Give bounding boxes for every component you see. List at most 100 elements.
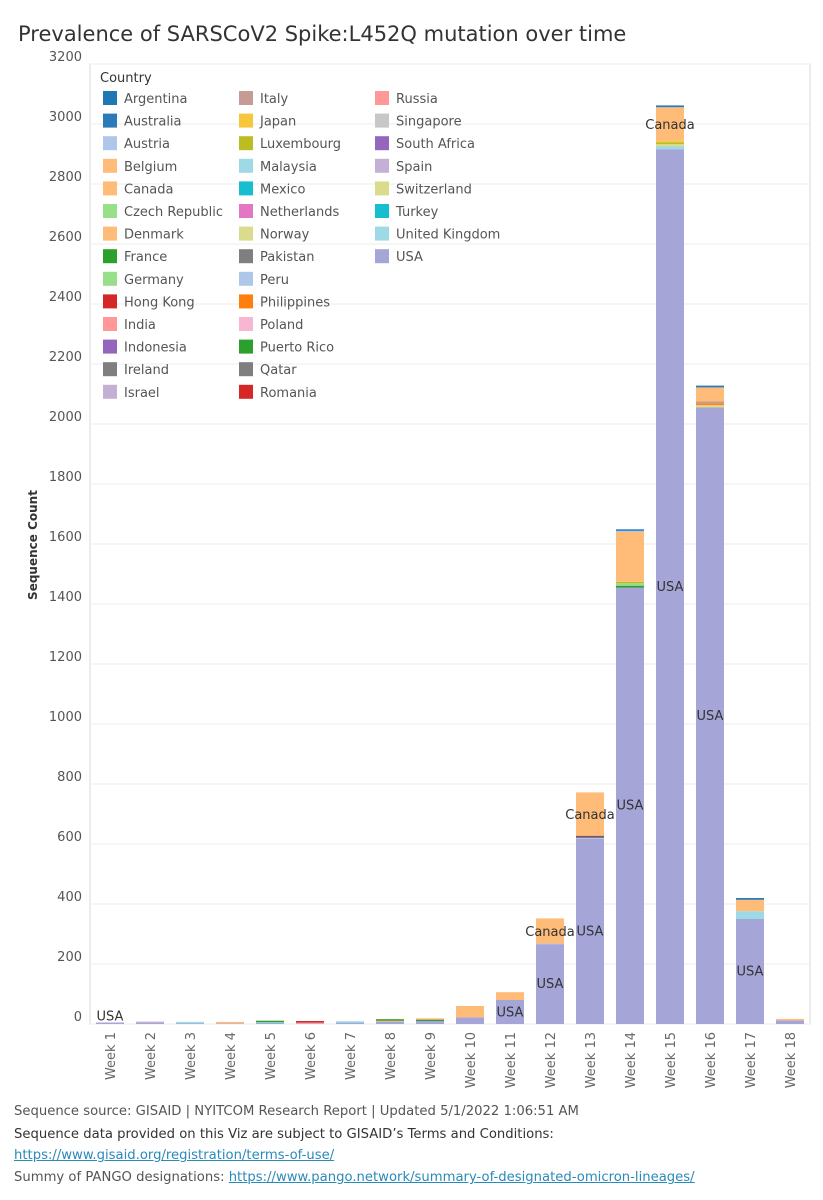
bar-segment-canada[interactable]	[216, 1021, 244, 1024]
bar-segment-usa[interactable]	[736, 919, 764, 1024]
legend-item-spain[interactable]: Spain	[375, 158, 432, 175]
bar-week-18[interactable]	[776, 1018, 804, 1024]
bar-segment-australia[interactable]	[656, 105, 684, 108]
bar-week-16[interactable]	[696, 385, 724, 1025]
bar-segment-argentina[interactable]	[576, 835, 604, 837]
bar-segment-australia[interactable]	[616, 529, 644, 531]
bar-segment-canada[interactable]	[776, 1018, 804, 1021]
bar-week-4[interactable]	[216, 1021, 244, 1024]
bar-segment-usa[interactable]	[96, 1022, 124, 1025]
legend-item-south-africa[interactable]: South Africa	[375, 136, 475, 152]
bar-week-6[interactable]	[296, 1021, 324, 1024]
legend-item-france[interactable]: France	[103, 249, 167, 265]
legend-item-hong-kong[interactable]: Hong Kong	[103, 294, 195, 310]
bar-segment-switzerland[interactable]	[696, 405, 724, 408]
legend-item-qatar[interactable]: Qatar	[239, 362, 297, 378]
bar-segment-hong-kong[interactable]	[296, 1021, 324, 1023]
bar-segment-usa[interactable]	[336, 1022, 364, 1025]
bar-week-9[interactable]	[416, 1018, 444, 1024]
legend-item-austria[interactable]: Austria	[103, 136, 170, 152]
legend-item-japan[interactable]: Japan	[239, 113, 296, 130]
bar-segment-france[interactable]	[416, 1019, 444, 1022]
legend-item-czech-republic[interactable]: Czech Republic	[103, 204, 223, 220]
legend-item-united-kingdom[interactable]: United Kingdom	[375, 226, 500, 243]
bar-segment-denmark[interactable]	[376, 1020, 404, 1022]
bar-segment-spain[interactable]	[136, 1021, 164, 1024]
bar-segment-united-kingdom[interactable]	[336, 1021, 364, 1023]
legend-item-poland[interactable]: Poland	[239, 317, 303, 333]
legend-item-norway[interactable]: Norway	[239, 226, 310, 243]
bar-segment-india[interactable]	[296, 1021, 324, 1024]
terms-link[interactable]: https://www.gisaid.org/registration/term…	[14, 1148, 335, 1163]
bar-segment-usa[interactable]	[416, 1021, 444, 1024]
legend-item-mexico[interactable]: Mexico	[239, 181, 305, 197]
bar-segment-usa[interactable]	[376, 1021, 404, 1024]
bar-week-1[interactable]	[96, 1022, 124, 1025]
legend[interactable]: Country Argentina Australia Austria Belgium C…	[100, 71, 500, 401]
bar-segment-usa[interactable]	[776, 1020, 804, 1024]
bar-segment-united-kingdom[interactable]	[736, 911, 764, 919]
bar-segment-canada[interactable]	[696, 387, 724, 402]
bar-segment-usa[interactable]	[696, 407, 724, 1025]
legend-item-usa[interactable]: USA	[375, 249, 423, 265]
bar-segment-france[interactable]	[376, 1019, 404, 1021]
bar-week-3[interactable]	[176, 1021, 204, 1024]
bar-week-12[interactable]	[536, 918, 564, 1024]
bar-segment-philippines[interactable]	[696, 403, 724, 406]
bar-segment-usa[interactable]	[616, 587, 644, 1025]
bar-segment-luxembourg[interactable]	[656, 142, 684, 145]
legend-item-singapore[interactable]: Singapore	[375, 113, 462, 130]
bar-segment-austria[interactable]	[616, 530, 644, 533]
bar-segment-france[interactable]	[256, 1020, 284, 1023]
legend-item-turkey[interactable]: Turkey	[375, 204, 439, 220]
legend-item-malaysia[interactable]: Malaysia	[239, 158, 317, 175]
bar-segment-belgium[interactable]	[416, 1018, 444, 1020]
bar-week-7[interactable]	[336, 1021, 364, 1024]
bar-segment-usa[interactable]	[536, 944, 564, 1025]
bar-segment-czech-republic[interactable]	[616, 583, 644, 586]
legend-item-puerto-rico[interactable]: Puerto Rico	[239, 339, 334, 356]
legend-item-netherlands[interactable]: Netherlands	[239, 204, 339, 220]
legend-item-india[interactable]: India	[103, 317, 156, 333]
bar-segment-switzerland[interactable]	[656, 144, 684, 147]
legend-item-denmark[interactable]: Denmark	[103, 226, 184, 243]
legend-item-romania[interactable]: Romania	[239, 384, 317, 401]
bar-segment-united-kingdom[interactable]	[576, 837, 604, 839]
bar-segment-luxembourg[interactable]	[616, 581, 644, 584]
legend-item-philippines[interactable]: Philippines	[239, 294, 330, 310]
legend-item-belgium[interactable]: Belgium	[103, 158, 177, 175]
bar-week-8[interactable]	[376, 1019, 404, 1024]
bar-segment-usa[interactable]	[256, 1022, 284, 1025]
legend-item-russia[interactable]: Russia	[375, 91, 438, 107]
bar-segment-france[interactable]	[616, 585, 644, 588]
bar-segment-usa[interactable]	[656, 149, 684, 1025]
bar-segment-canada[interactable]	[576, 792, 604, 836]
bar-segment-united-kingdom[interactable]	[256, 1021, 284, 1024]
bar-segment-united-kingdom[interactable]	[656, 146, 684, 150]
legend-item-italy[interactable]: Italy	[239, 91, 289, 107]
bar-segment-canada[interactable]	[616, 532, 644, 582]
legend-item-australia[interactable]: Australia	[103, 113, 182, 130]
legend-item-pakistan[interactable]: Pakistan	[239, 249, 314, 265]
bar-segment-canada[interactable]	[536, 918, 564, 944]
bar-week-5[interactable]	[256, 1020, 284, 1025]
bar-segment-usa[interactable]	[496, 1000, 524, 1024]
bar-segment-canada[interactable]	[496, 992, 524, 1000]
bar-segment-austria[interactable]	[536, 943, 564, 945]
bar-segment-usa[interactable]	[456, 1017, 484, 1024]
legend-item-luxembourg[interactable]: Luxembourg	[239, 136, 341, 152]
bar-segment-canada[interactable]	[736, 899, 764, 912]
bar-week-11[interactable]	[496, 992, 524, 1024]
legend-item-peru[interactable]: Peru	[239, 271, 289, 288]
legend-item-canada[interactable]: Canada	[103, 181, 173, 197]
pango-link[interactable]: https://www.pango.network/summary-of-des…	[228, 1170, 695, 1185]
bar-segment-usa[interactable]	[136, 1022, 164, 1025]
bar-segment-australia[interactable]	[736, 898, 764, 900]
legend-item-switzerland[interactable]: Switzerland	[375, 181, 472, 197]
legend-item-germany[interactable]: Germany	[103, 271, 184, 288]
legend-item-argentina[interactable]: Argentina	[103, 91, 187, 107]
bar-segment-canada[interactable]	[656, 107, 684, 141]
bar-week-14[interactable]	[616, 529, 644, 1024]
legend-item-israel[interactable]: Israel	[103, 384, 160, 401]
bar-segment-hong-kong[interactable]	[576, 836, 604, 838]
